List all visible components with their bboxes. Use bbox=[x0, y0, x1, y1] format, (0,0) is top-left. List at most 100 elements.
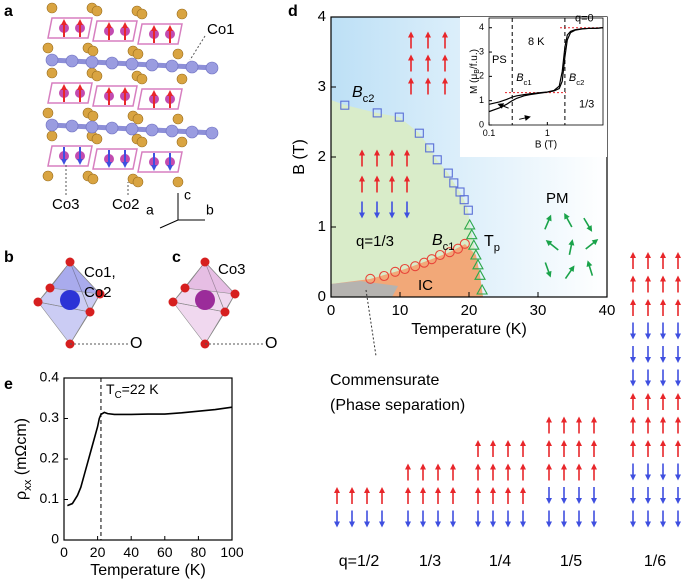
arrow-head bbox=[425, 77, 431, 84]
spin-arrow bbox=[660, 322, 666, 340]
arrow-head bbox=[660, 393, 666, 399]
co1-atom bbox=[185, 125, 199, 139]
y-tick-label: 4 bbox=[479, 22, 484, 32]
spin-arrow bbox=[546, 440, 552, 457]
y-tick-label: 1 bbox=[479, 95, 484, 105]
spin-arrow bbox=[519, 115, 531, 121]
spin-arrow bbox=[420, 487, 426, 504]
arrow-head bbox=[77, 19, 83, 25]
spin-arrow bbox=[675, 252, 681, 269]
region-label: q=1/3 bbox=[356, 233, 394, 250]
kagome-layer bbox=[92, 85, 138, 107]
arrow-head bbox=[630, 333, 636, 340]
octahedron-face bbox=[49, 261, 101, 295]
arrow-head bbox=[645, 416, 651, 423]
arrow-head bbox=[660, 299, 666, 305]
arrow-head bbox=[645, 393, 651, 399]
spin-arrow bbox=[545, 240, 559, 251]
spin-arrow bbox=[359, 201, 365, 219]
arrow-head bbox=[334, 521, 340, 528]
arrow-head bbox=[546, 521, 552, 528]
co2-atom bbox=[42, 42, 54, 54]
arrow-head bbox=[660, 333, 666, 340]
panel-label: a bbox=[4, 3, 13, 20]
tp-marker bbox=[476, 283, 489, 295]
kagome-layer bbox=[92, 148, 138, 170]
panel-label: e bbox=[4, 376, 13, 393]
arrow-head bbox=[675, 333, 681, 340]
arrow-head bbox=[405, 521, 411, 528]
octahedron-face bbox=[69, 293, 101, 345]
spin-arrow bbox=[405, 463, 411, 481]
spin-arrow bbox=[630, 299, 636, 316]
spin-arrow bbox=[645, 369, 651, 387]
spin-arrow bbox=[435, 510, 441, 528]
spin-arrow bbox=[435, 487, 441, 504]
spin-arrow bbox=[630, 510, 636, 528]
arrow-head bbox=[630, 275, 636, 282]
co2-atom bbox=[136, 8, 148, 20]
co2-atom bbox=[46, 67, 58, 79]
spin-arrow bbox=[591, 510, 597, 528]
octahedron-face bbox=[204, 293, 236, 345]
reference-label: Bc1 bbox=[516, 72, 531, 87]
arrow-head bbox=[61, 159, 67, 165]
spin-arrow bbox=[660, 510, 666, 528]
oxygen-atom bbox=[33, 297, 43, 307]
arrow-head bbox=[630, 393, 636, 399]
arrow-head bbox=[545, 270, 552, 278]
arrow-head bbox=[359, 149, 365, 156]
arrow-head bbox=[374, 149, 380, 156]
arrow-head bbox=[568, 239, 575, 246]
spin-arrow bbox=[450, 510, 456, 528]
arrow-head bbox=[645, 498, 651, 504]
y-tick-label: 3 bbox=[479, 46, 484, 56]
spin-arrow bbox=[374, 175, 380, 193]
co1-atom bbox=[45, 118, 59, 132]
spin-arrow bbox=[497, 103, 509, 109]
spin-arrow bbox=[630, 252, 636, 269]
atom-label: Co3 bbox=[218, 261, 246, 278]
spin-arrow bbox=[425, 54, 431, 72]
arrow-head bbox=[546, 214, 552, 222]
oxygen-atom bbox=[230, 289, 240, 299]
arrow-head bbox=[520, 463, 526, 470]
annotation: Commensurate bbox=[330, 372, 439, 389]
arrow-head bbox=[420, 487, 426, 493]
y-tick-label: 4 bbox=[318, 8, 326, 25]
series-label: Bc1 bbox=[432, 232, 455, 253]
arrow-head bbox=[425, 31, 431, 38]
y-tick-label: 0.2 bbox=[40, 450, 60, 466]
annotation: PS bbox=[492, 54, 507, 66]
spin-arrow bbox=[576, 487, 582, 504]
spin-arrow bbox=[490, 440, 496, 457]
arrow-head bbox=[505, 521, 511, 528]
arrow-head bbox=[546, 463, 552, 470]
tp-marker bbox=[465, 228, 478, 240]
spin-arrow bbox=[374, 201, 380, 219]
spin-arrow bbox=[475, 440, 481, 457]
co2-atom bbox=[91, 70, 103, 82]
spin-arrow bbox=[675, 346, 681, 363]
arrow-head bbox=[359, 212, 365, 219]
spin-arrow bbox=[645, 463, 651, 481]
tp-marker bbox=[463, 218, 476, 230]
spin-arrow bbox=[675, 416, 681, 434]
x-tick-label: 30 bbox=[530, 302, 547, 319]
spin-arrow bbox=[505, 510, 511, 528]
co1-label: Co1 bbox=[207, 21, 235, 38]
arrow-head bbox=[389, 149, 395, 156]
co1-atom bbox=[85, 55, 99, 69]
arrow-head bbox=[591, 239, 599, 246]
arrow-head bbox=[576, 440, 582, 446]
spin-arrow bbox=[475, 463, 481, 481]
spin-arrow bbox=[77, 19, 83, 37]
arrow-head bbox=[364, 487, 370, 493]
co2-atom bbox=[176, 8, 188, 20]
arrow-head bbox=[645, 299, 651, 305]
spin-arrow bbox=[61, 147, 67, 165]
kagome-layer bbox=[47, 145, 93, 167]
spin-arrow bbox=[660, 393, 666, 410]
spin-arrow bbox=[490, 487, 496, 504]
arrow-head bbox=[349, 487, 355, 493]
